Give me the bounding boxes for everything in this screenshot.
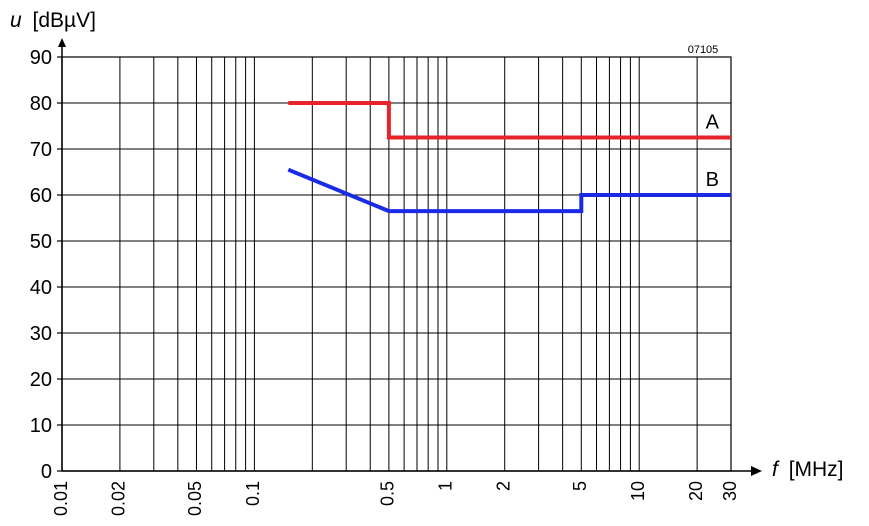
x-tick-label: 0.5	[378, 481, 398, 506]
x-tick-label: 0.05	[185, 481, 205, 516]
figure-code: 07105	[688, 44, 719, 56]
x-tick-labels: 0.01 0.02 0.05 0.1 0.5 1 2 5 10 20 30	[51, 481, 740, 516]
y-tick-label: 20	[30, 369, 52, 391]
y-tick-label: 10	[30, 415, 52, 437]
y-tick-label: 40	[30, 277, 52, 299]
x-tick-label: 0.01	[51, 481, 71, 516]
x-tick-label: 20	[686, 481, 706, 501]
grid-lines	[62, 57, 731, 471]
y-axis-variable: u	[10, 9, 22, 32]
series-line-b	[287, 167, 731, 214]
y-tick-label: 80	[30, 93, 52, 115]
series-label-b: B	[706, 169, 719, 191]
x-tick-label: 1	[436, 481, 456, 491]
y-axis-arrow-icon	[58, 38, 66, 47]
y-tick-label: 60	[30, 185, 52, 207]
x-tick-label: 30	[720, 481, 740, 501]
y-tick-label: 30	[30, 323, 52, 345]
x-axis-unit: [MHz]	[789, 458, 844, 481]
series-line-a	[288, 101, 731, 140]
x-tick-label: 0.1	[243, 481, 263, 506]
y-axis-unit: [dBµV]	[33, 9, 96, 32]
y-tick-label: 90	[30, 47, 52, 69]
x-tick-label: 10	[628, 481, 648, 501]
y-tick-label: 70	[30, 139, 52, 161]
series-label-a: A	[706, 112, 720, 134]
x-axis-arrow-icon	[751, 466, 762, 476]
x-axis-variable: f	[772, 458, 780, 481]
y-tick-labels: 0 10 20 30 40 50 60 70 80 90	[30, 47, 62, 483]
y-tick-label: 0	[41, 461, 52, 483]
x-tick-label: 2	[493, 481, 513, 491]
y-tick-label: 50	[30, 231, 52, 253]
x-tick-label: 0.02	[109, 481, 129, 516]
y-axis-label: u [dBµV]	[10, 9, 96, 32]
x-tick-label: 5	[570, 481, 590, 491]
data-series: AB	[287, 101, 731, 214]
x-axis-label: f [MHz]	[772, 458, 844, 481]
axes	[58, 38, 762, 476]
